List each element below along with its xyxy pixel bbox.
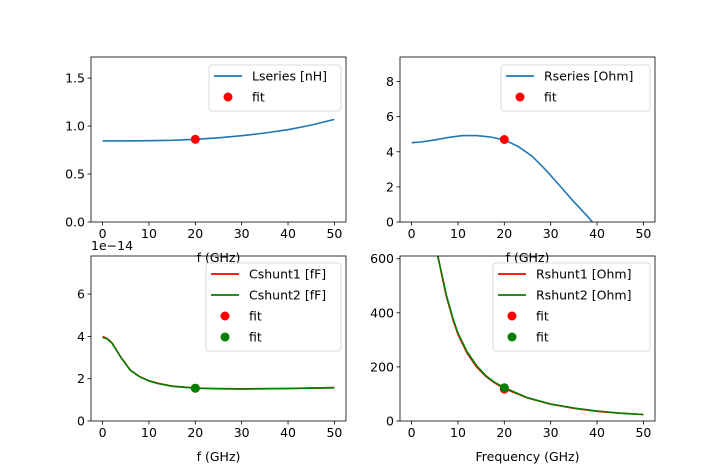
legend-entry-label: Cshunt2 [fF] [249,288,326,303]
x-tick-label: 50 [635,425,651,440]
y-tick-label: 0 [77,414,85,429]
legend-entry-label: Rshunt1 [Ohm] [536,267,631,282]
x-tick-label: 20 [187,226,203,241]
legend: Rshunt1 [Ohm] Rshunt2 [Ohm] fit fit [492,262,651,352]
subplot-4: 0 10 20 30 40 50 0 200 400 600 Frequency (GHz) Rshu… [370,251,656,464]
subplot-1: 0 10 20 30 40 50 0.0 0.5 1.0 1.5 f (GHz) Lseries [n… [65,56,347,265]
x-tick-label: 10 [141,226,157,241]
y-tick-label: 1.5 [65,71,85,86]
x-tick-label: 0 [408,226,416,241]
x-tick-label: 30 [234,425,250,440]
x-axis-label: Frequency (GHz) [476,449,580,464]
y-tick-label: 200 [370,359,394,374]
legend: Lseries [nH] fit [208,64,342,112]
y-tick-label: 2 [77,371,85,386]
x-tick-label: 30 [543,226,559,241]
series-line-2 [102,336,335,390]
legend-dot-swatch [507,311,517,321]
x-tick-label: 30 [543,425,559,440]
y-offset-label: 1e−14 [91,238,133,253]
legend: Cshunt1 [fF] Cshunt2 [fF] fit fit [205,262,342,352]
x-tick-label: 50 [635,226,651,241]
fit-point-2 [190,383,200,393]
x-tick-label: 40 [589,226,605,241]
y-tick-label: 0 [386,215,394,230]
x-tick-label: 40 [280,226,296,241]
legend-entry-label: fit [249,309,262,324]
series-line-2 [436,256,644,416]
y-tick-label: 2 [386,179,394,194]
y-tick-label: 0 [386,414,394,429]
x-tick-label: 10 [141,425,157,440]
x-tick-label: 10 [450,425,466,440]
legend-dot-swatch [507,332,517,342]
y-tick-label: 600 [370,251,394,266]
series-line-1 [102,118,335,142]
legend-dot-swatch [223,92,233,102]
x-tick-label: 10 [450,226,466,241]
x-tick-label: 20 [496,226,512,241]
x-axis-label: f (GHz) [197,449,241,464]
x-tick-label: 0 [99,226,107,241]
axes-frame [90,56,347,223]
x-tick-label: 50 [326,425,342,440]
x-tick-label: 30 [234,226,250,241]
legend-entry-label: fit [249,330,262,345]
legend-entry-label: fit [536,309,549,324]
legend-dot-swatch [515,92,525,102]
x-tick-label: 20 [187,425,203,440]
subplot-2: 0 10 20 30 40 50 0 2 4 6 8 f (GHz) Rseries [Ohm] fit [386,56,656,265]
x-axis-label: f (GHz) [506,250,550,265]
legend-entry-label: fit [544,90,557,105]
x-tick-label: 50 [326,226,342,241]
legend-dot-swatch [220,332,230,342]
legend-entry-label: Rshunt2 [Ohm] [536,288,631,303]
series-line-1 [411,134,594,222]
y-tick-label: 1.0 [65,119,85,134]
fit-point-2 [499,383,509,393]
y-tick-label: 6 [386,109,394,124]
x-tick-label: 40 [280,425,296,440]
legend-dot-swatch [220,311,230,321]
fit-point-1 [190,134,200,144]
axes-frame [399,255,656,422]
legend: Rseries [Ohm] fit [500,64,651,112]
fit-point-1 [499,135,509,144]
axes-frame [399,56,656,223]
x-tick-label: 40 [589,425,605,440]
legend-entry-label: fit [536,330,549,345]
x-axis-label: f (GHz) [197,250,241,265]
y-tick-label: 400 [370,305,394,320]
legend-entry-label: Cshunt1 [fF] [249,267,326,282]
y-tick-label: 0.5 [65,167,85,182]
y-tick-label: 8 [386,74,394,89]
axes-frame [90,255,347,422]
y-tick-label: 6 [77,287,85,302]
legend-entry-label: fit [252,90,265,105]
x-tick-label: 0 [408,425,416,440]
legend-entry-label: Rseries [Ohm] [544,69,633,84]
x-tick-label: 20 [496,425,512,440]
y-tick-label: 0.0 [65,215,85,230]
y-tick-label: 4 [77,329,85,344]
legend-entry-label: Lseries [nH] [252,69,327,84]
x-tick-label: 0 [99,425,107,440]
y-tick-label: 4 [386,144,394,159]
